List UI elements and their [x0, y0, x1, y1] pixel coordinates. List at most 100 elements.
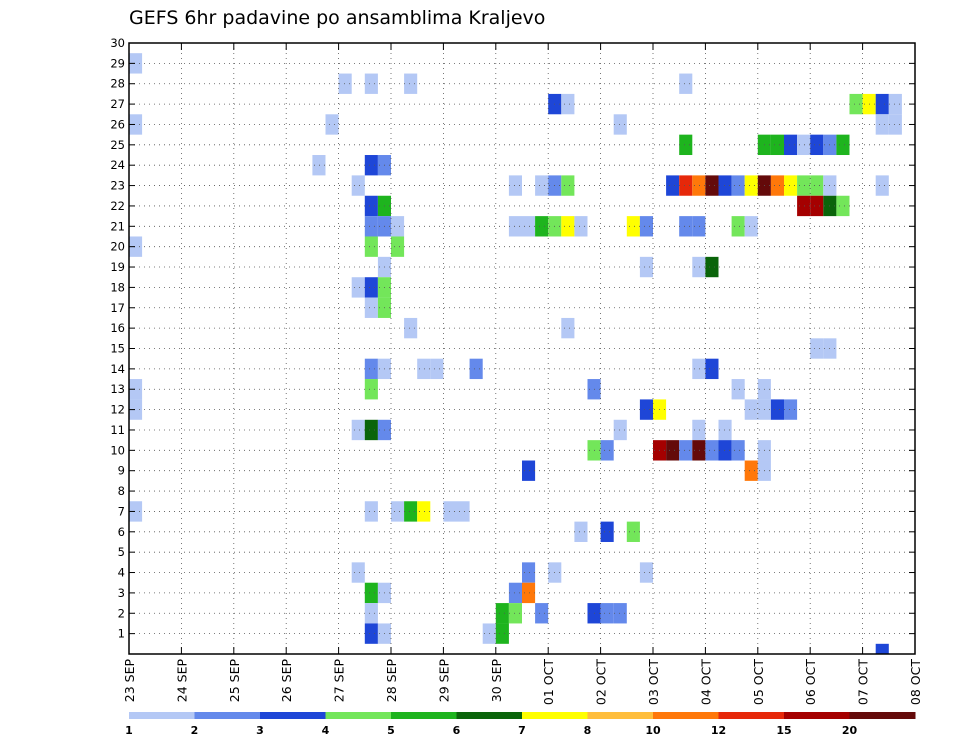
y-axis: 1234567891011121314151617181920212223242…: [110, 36, 915, 641]
heatmap-cell: [364, 419, 378, 441]
chart-title: GEFS 6hr padavine po ansamblima Kraljevo: [129, 7, 545, 29]
heatmap-cell: [744, 175, 758, 196]
heatmap-cell: [679, 175, 693, 196]
heatmap-cell: [810, 134, 824, 156]
y-tick-label: 18: [110, 280, 125, 294]
y-tick-label: 23: [110, 179, 125, 193]
colorbar-label: 8: [584, 724, 592, 737]
heatmap-cell: [810, 175, 824, 196]
heatmap-cell: [731, 440, 745, 461]
heatmap-cell: [508, 175, 522, 196]
colorbar-swatch: [718, 712, 785, 719]
heatmap-cell: [679, 216, 693, 237]
heatmap-cell: [456, 501, 470, 522]
colorbar-label: 7: [518, 724, 526, 737]
heatmap-cell: [495, 623, 509, 644]
heatmap-cell: [692, 419, 706, 441]
heatmap-cell: [692, 256, 706, 278]
heatmap-cell: [129, 399, 143, 420]
y-tick-label: 12: [110, 403, 125, 417]
y-tick-label: 27: [110, 97, 125, 111]
x-tick-label: 05 OCT: [751, 659, 766, 705]
x-tick-label: 08 OCT: [908, 659, 923, 705]
y-tick-label: 26: [110, 117, 125, 131]
y-tick-label: 24: [110, 158, 125, 172]
colorbar-label: 5: [387, 724, 395, 737]
heatmap-cell: [508, 216, 522, 237]
heatmap-cell: [639, 216, 653, 237]
heatmap-cell: [364, 603, 378, 624]
heatmap-cell: [574, 521, 588, 542]
colorbar-label: 20: [842, 724, 858, 737]
heatmap-cell: [495, 603, 509, 624]
heatmap-cell: [770, 399, 784, 420]
heatmap-cell: [666, 440, 680, 461]
heatmap-cell: [391, 236, 405, 257]
heatmap-cell: [508, 603, 522, 624]
heatmap-cell: [535, 216, 549, 237]
grid-layer: [129, 43, 915, 654]
colorbar-label: 2: [191, 724, 199, 737]
heatmap-cell: [404, 501, 418, 522]
heatmap-cell: [692, 358, 706, 380]
x-tick-label: 04 OCT: [698, 659, 713, 705]
heatmap-cell: [705, 358, 719, 380]
colorbar-label: 12: [711, 724, 726, 737]
heatmap-cell: [600, 521, 614, 542]
x-tick-label: 29 SEP: [436, 659, 451, 703]
heatmap-cell: [364, 297, 378, 318]
heatmap-cell: [639, 256, 653, 278]
y-tick-label: 20: [110, 240, 125, 254]
y-tick-label: 25: [110, 138, 125, 152]
x-tick-label: 06 OCT: [803, 659, 818, 705]
heatmap-cell: [338, 73, 352, 94]
y-tick-label: 13: [110, 382, 125, 396]
heatmap-cell: [364, 195, 378, 217]
heatmap-cell: [129, 501, 143, 522]
colorbar-swatch: [587, 712, 654, 719]
heatmap-cell: [417, 358, 431, 380]
colorbar-label: 10: [645, 724, 661, 737]
heatmap-cell: [535, 603, 549, 624]
heatmap-cell: [731, 216, 745, 237]
colorbar-swatch: [391, 712, 457, 719]
x-tick-label: 27 SEP: [332, 659, 347, 703]
colorbar-swatch: [129, 712, 195, 719]
colorbar-swatch: [522, 712, 588, 719]
colorbar-swatch: [849, 712, 916, 719]
heatmap-cell: [561, 93, 575, 115]
heatmap-cell: [351, 175, 365, 196]
heatmap-cell: [784, 134, 798, 156]
heatmap-cell: [129, 114, 143, 135]
heatmap-cell: [849, 93, 863, 115]
heatmap-cell: [600, 603, 614, 624]
y-tick-label: 21: [110, 219, 125, 233]
y-tick-label: 17: [110, 301, 125, 315]
y-tick-label: 11: [110, 423, 125, 437]
x-tick-label: 02 OCT: [594, 659, 609, 705]
heatmap-cell: [469, 358, 483, 380]
heatmap-cell: [797, 175, 811, 196]
y-tick-label: 29: [110, 56, 125, 70]
heatmap-cell: [364, 623, 378, 644]
heatmap-cell: [364, 582, 378, 604]
y-tick-label: 6: [118, 525, 125, 539]
heatmap-cell: [561, 175, 575, 196]
colorbar-label: 4: [322, 724, 330, 737]
heatmap-cell: [705, 440, 719, 461]
heatmap-cell: [705, 256, 719, 278]
y-tick-label: 5: [118, 545, 125, 559]
heatmap-cell: [351, 419, 365, 441]
heatmap-cell: [364, 358, 378, 380]
heatmap-cell: [522, 562, 536, 583]
heatmap-cell: [744, 460, 758, 481]
x-axis: 23 SEP 24 SEP 25 SEP 26 SEP 27 SEP 28 SEP 29 S…: [122, 43, 923, 705]
x-tick-label: 01 OCT: [541, 659, 556, 705]
heatmap-cell: [731, 175, 745, 196]
heatmap-cell: [888, 93, 902, 115]
heatmap-cell: [718, 175, 732, 196]
colorbar-swatch: [260, 712, 326, 719]
heatmap-cell: [692, 175, 706, 196]
heatmap-cell: [875, 114, 889, 135]
heatmap-cell: [391, 501, 405, 522]
